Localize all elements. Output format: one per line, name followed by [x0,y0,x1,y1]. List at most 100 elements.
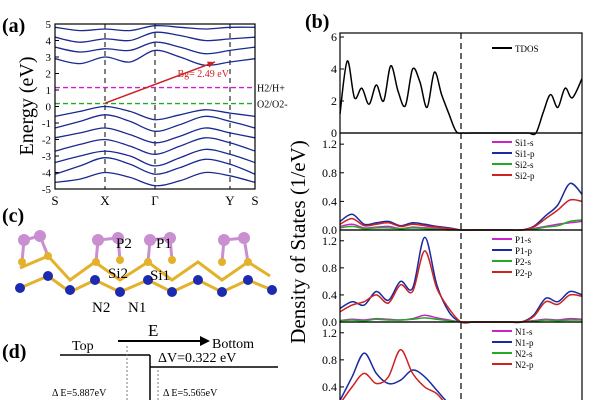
band-lines [54,24,256,187]
band-line [54,49,256,67]
band-frame [54,23,256,190]
field-arrow-label: E [148,321,158,340]
dos-series-line [339,236,583,324]
dos-y-tick-label: 0.4 [322,288,337,302]
panel-label-b: (b) [305,11,329,33]
dos-y-tick-label: 0.8 [322,353,337,367]
redox-levels: H2/H+ O2/O2- [55,84,288,111]
atom-p [164,232,176,244]
atom-p [218,234,230,246]
dos-chart: Density of States (1/eV) 0246TDOS0.00.40… [286,30,583,400]
dos-legend-label: Si1-s [515,138,534,148]
atom-n [90,275,100,285]
atom-label-si2: Si2 [108,266,128,282]
atom-n [267,285,277,295]
band-y-tick-label: 5 [46,19,52,31]
band-gap-label: Bg= 2.49 eV [178,69,230,80]
dos-legend-label: N1-p [515,338,534,348]
dos-subplot-frame [339,321,583,400]
potential-diagram: E Top Bottom ΔV=0.322 eV Δ E=5.887eV Δ E… [52,321,278,400]
dos-legend-label: Si2-s [515,160,534,170]
band-line [54,31,256,43]
band-line [54,148,256,167]
band-line [54,114,256,132]
dos-subplot: 0.0 0.4 0.8 1.2 P1-sP1-pP2-sP2-p [322,229,583,329]
band-line [54,41,256,55]
k-point-label: S [251,193,258,208]
dos-legend-label: P2-s [515,257,532,267]
atom-n [167,287,177,297]
dos-legend-label: N2-s [515,349,533,359]
k-point-label: S [51,193,58,208]
structure-cages [20,234,250,263]
atom-si [144,258,152,266]
dos-y-tick-label: 0 [331,126,337,140]
dos-subplots: 0 2 4 6 TDOS 0.0 0.4 0.8 1.2 Si1-sSi1-pSi2-sSi2-p… [322,30,583,400]
field-arrow-head [200,336,210,346]
band-line [54,127,256,144]
atom-label-p1: P1 [156,236,172,252]
atom-n [217,287,227,297]
panel-label-c: (c) [2,205,24,227]
atom-p [18,234,30,246]
dos-y-tick-label: 0.8 [322,261,337,275]
atom-n [143,275,153,285]
band-y-ticks: -5 -4 -3 -2 -1 0 1 2 3 4 5 [42,19,59,196]
k-point-label: X [100,193,110,208]
atom-si [218,258,226,266]
dos-y-tick-label: 2 [331,94,337,108]
dos-legend-label: N2-p [515,360,534,370]
atom-n [15,283,25,293]
atom-n [193,275,203,285]
atom-si [92,258,100,266]
redox-level-label: O2/O2- [257,100,288,111]
band-gap-annotation: Bg= 2.49 eV [104,61,230,104]
band-line [54,24,256,32]
dos-legend-label: N1-s [515,327,533,337]
dos-y-tick-label: 0.4 [322,380,337,394]
band-gap-arrow [104,61,216,104]
diagram-top-label: Top [72,339,94,354]
band-y-tick-label: 1 [46,85,52,97]
dos-legend-label: P1-s [515,235,532,245]
dos-y-tick-label: 0.0 [322,223,337,237]
structure-atoms [15,230,277,297]
dos-series-line [341,348,444,400]
band-y-tick-label: 4 [46,36,52,48]
dos-series-line [339,352,447,400]
band-y-tick-label: -3 [42,151,52,163]
band-y-axis-label: Energy (eV) [16,56,38,155]
band-y-tick-label: -5 [42,184,52,196]
atom-si [18,258,26,266]
dos-y-tick-label: 0.8 [322,166,337,180]
atomic-structure: P2 P1 Si2 Si1 N2 N1 [15,230,277,316]
k-point-label: Γ [151,193,159,208]
band-line [54,105,256,121]
band-line [54,137,256,155]
band-gap-arrow-head [207,61,215,68]
delta-e-left-label: Δ E=5.887eV [52,388,107,399]
dos-legend-label: TDOS [515,44,539,54]
atom-p [238,232,250,244]
atom-n [115,287,125,297]
panel-label-a: (a) [2,15,25,37]
band-structure-chart: Energy (eV) -5 -4 -3 -2 -1 0 1 2 3 4 5 S X Γ Y S H2/H+… [16,19,288,208]
delta-e-right-label: Δ E=5.565eV [163,388,218,399]
dos-y-tick-label: 1.2 [322,326,337,340]
dos-legend-label: P1-p [515,246,533,256]
atom-p [112,232,124,244]
dos-legend-label: Si1-p [515,149,535,159]
atom-n [65,285,75,295]
dos-y-tick-label: 0.0 [322,315,337,329]
band-y-tick-label: 0 [46,102,52,114]
dos-y-tick-label: 4 [331,62,337,76]
dos-y-tick-label: 0.4 [322,194,337,208]
band-line [54,171,256,187]
band-y-tick-label: -2 [42,135,51,147]
atom-label-n2: N2 [92,300,110,316]
k-point-label: Y [225,193,235,208]
redox-level-label: H2/H+ [257,84,285,95]
band-y-tick-label: 3 [46,52,52,64]
